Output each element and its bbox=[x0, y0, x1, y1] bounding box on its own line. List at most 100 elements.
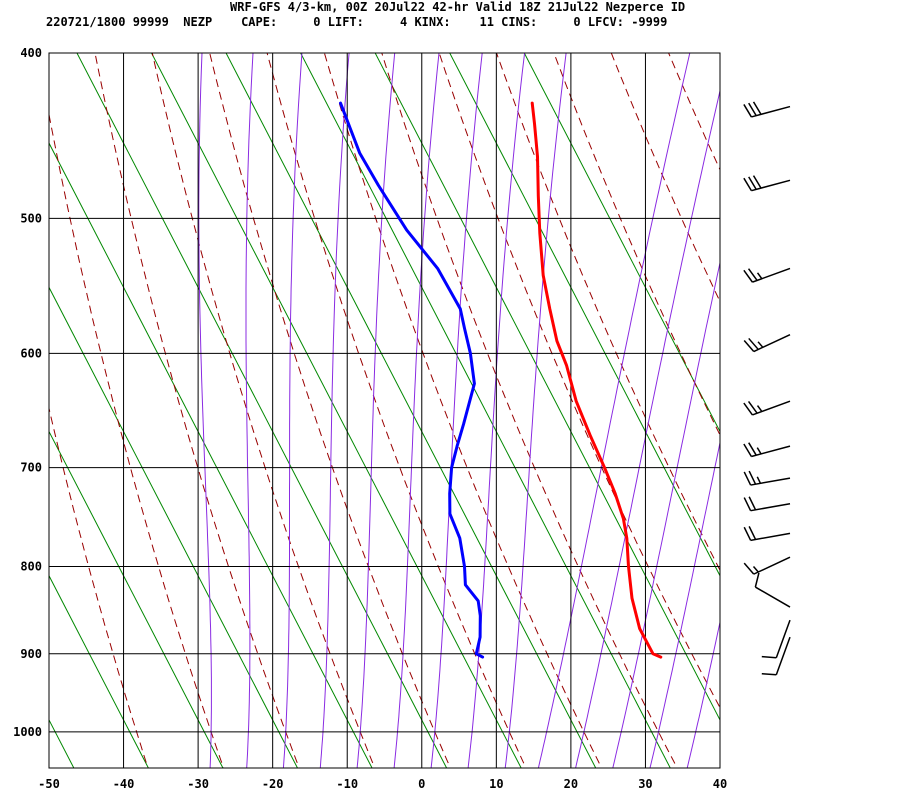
moist-adiabat-line bbox=[723, 34, 887, 775]
mixing-ratio-line bbox=[225, 53, 597, 768]
mixing-ratio-line bbox=[300, 53, 671, 768]
wind-barb-flag bbox=[743, 177, 753, 192]
mixing-ratio-line bbox=[49, 718, 75, 768]
dry-adiabat-line bbox=[266, 53, 527, 768]
dry-adiabat-line bbox=[610, 53, 720, 303]
y-tick-label: 800 bbox=[20, 560, 42, 574]
mixing-ratio-line bbox=[49, 430, 224, 768]
x-tick-label: -30 bbox=[187, 777, 209, 791]
moist-adiabat-line bbox=[504, 53, 567, 768]
moist-adiabat-line bbox=[356, 53, 396, 768]
x-tick-label: 30 bbox=[638, 777, 652, 791]
dry-adiabat-line bbox=[495, 53, 720, 572]
mixing-ratio-line bbox=[374, 53, 720, 722]
dewpoint-line bbox=[339, 101, 485, 659]
moist-adiabat-line bbox=[612, 260, 720, 768]
wind-barb-half-flag bbox=[756, 405, 763, 412]
wind-barb bbox=[754, 572, 791, 608]
wind-barb bbox=[743, 400, 791, 416]
wind-barb-staff bbox=[754, 586, 791, 608]
x-tick-label: 0 bbox=[418, 777, 425, 791]
x-tick-label: -10 bbox=[336, 777, 358, 791]
dry-adiabat-line bbox=[151, 53, 376, 768]
dry-adiabat-line bbox=[553, 53, 720, 437]
dry-adiabat-line bbox=[438, 53, 720, 709]
dry-adiabat-line bbox=[49, 111, 225, 768]
dry-adiabat-line bbox=[381, 53, 678, 768]
wind-barb-flag bbox=[743, 443, 753, 457]
wind-barb-flag bbox=[752, 101, 762, 115]
wind-barb-flag bbox=[747, 400, 758, 414]
wind-barb bbox=[743, 267, 791, 283]
mixing-ratio-line bbox=[76, 53, 448, 768]
wind-barb-half-flag bbox=[757, 341, 764, 348]
moist-adiabat-line bbox=[686, 620, 720, 768]
grid-lines bbox=[48, 52, 721, 768]
wind-barb bbox=[743, 496, 791, 512]
sounding-indices: 220721/1800 99999 NEZP CAPE: 0 LIFT: 4 K… bbox=[46, 15, 668, 29]
wind-barb-staff bbox=[753, 333, 791, 353]
mixing-ratio-line bbox=[49, 142, 373, 768]
x-tick-label: -50 bbox=[38, 777, 60, 791]
wind-barb bbox=[761, 636, 791, 676]
x-tick-label: 40 bbox=[713, 777, 727, 791]
y-tick-label: 500 bbox=[20, 211, 42, 225]
wind-barb-flag bbox=[761, 672, 777, 676]
moist-adiabat-line bbox=[649, 440, 720, 768]
wind-barb-flag bbox=[748, 337, 759, 350]
wind-barb-flag bbox=[747, 268, 758, 281]
dry-adiabat-line bbox=[775, 34, 900, 775]
wind-barb-flag bbox=[743, 562, 755, 575]
y-tick-label: 900 bbox=[20, 647, 42, 661]
mixing-ratio-line bbox=[523, 53, 720, 433]
wind-barb-half-flag bbox=[756, 447, 762, 455]
wind-barb-staff bbox=[750, 532, 791, 542]
x-tick-label: -20 bbox=[262, 777, 284, 791]
moist-adiabat-line bbox=[245, 53, 254, 768]
wind-barb-flag bbox=[748, 526, 757, 540]
dry-adiabat-line bbox=[209, 53, 451, 768]
wind-barb-half-flag bbox=[756, 272, 763, 280]
dry-adiabat-line bbox=[49, 406, 149, 768]
moist-adiabat-line bbox=[537, 53, 691, 768]
wind-barb-flag bbox=[743, 402, 754, 416]
wind-barb bbox=[743, 175, 791, 192]
moist-adiabat-line bbox=[430, 53, 483, 768]
wind-barb-flag bbox=[743, 340, 755, 353]
mixing-ratio-line bbox=[49, 574, 149, 768]
moist-adiabat-line bbox=[198, 53, 212, 768]
moist-adiabat-line bbox=[319, 53, 350, 768]
wind-barb-flag bbox=[754, 572, 760, 588]
wind-barb-flag bbox=[752, 175, 762, 189]
wind-barb-staff bbox=[751, 179, 791, 192]
y-tick-label: 400 bbox=[20, 46, 42, 60]
wind-barb bbox=[743, 526, 791, 542]
wind-barb bbox=[743, 556, 791, 575]
profile-lines bbox=[339, 101, 663, 659]
wind-barb-half-flag bbox=[752, 566, 759, 573]
background-lines bbox=[0, 34, 900, 778]
mixing-ratio-line bbox=[0, 43, 4, 778]
wind-barb bbox=[743, 470, 791, 486]
wind-barb-flag bbox=[748, 442, 757, 456]
dry-adiabat-line bbox=[889, 34, 900, 775]
chart-title: WRF-GFS 4/3-km, 00Z 20Jul22 42-hr Valid … bbox=[230, 0, 686, 14]
wind-barb-staff bbox=[751, 445, 791, 458]
wind-barb-staff bbox=[753, 556, 791, 575]
mixing-ratio-line bbox=[150, 53, 522, 768]
axes: -50 -40 -30 -20 -10 0 10 20 30 40 400 500 600 700 800 9… bbox=[13, 46, 727, 791]
moist-adiabat-line bbox=[282, 53, 303, 768]
wind-barb-staff bbox=[751, 105, 791, 118]
mixing-ratio-line bbox=[49, 286, 299, 768]
y-tick-label: 1000 bbox=[13, 725, 42, 739]
moist-adiabat-line bbox=[467, 53, 526, 768]
wind-barb-flag bbox=[761, 655, 777, 659]
plot-frame bbox=[48, 52, 721, 769]
wind-barbs bbox=[743, 101, 791, 676]
wind-barb-flag bbox=[743, 104, 753, 118]
wind-barb-staff bbox=[750, 477, 791, 486]
y-tick-label: 600 bbox=[20, 346, 42, 360]
mixing-ratio-line bbox=[449, 53, 720, 577]
x-tick-label: -40 bbox=[113, 777, 135, 791]
